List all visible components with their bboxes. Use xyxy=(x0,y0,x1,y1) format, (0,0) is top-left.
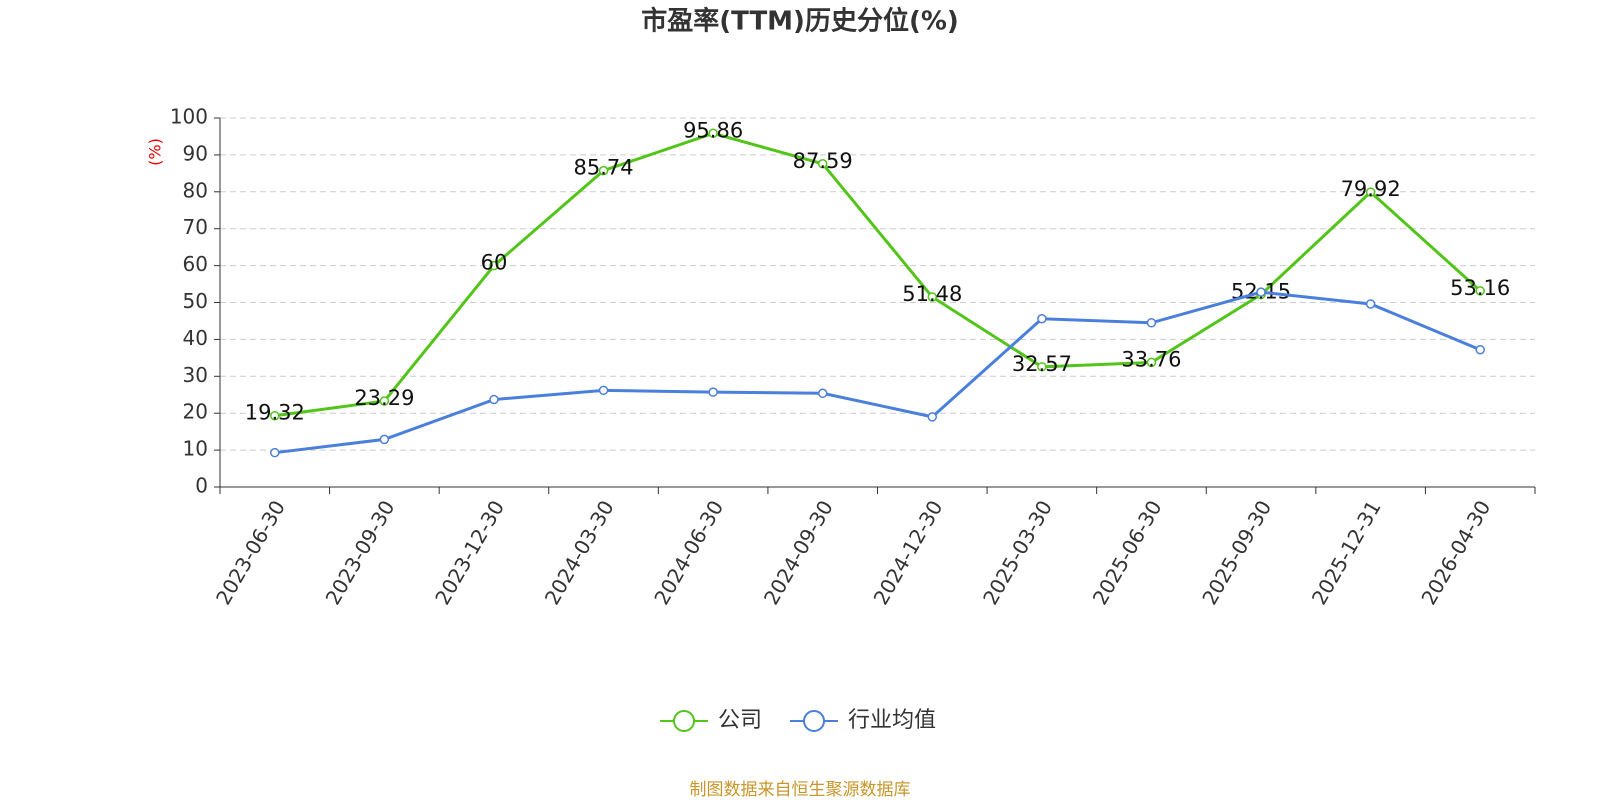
data-point xyxy=(489,260,499,271)
data-point xyxy=(927,292,938,302)
data-point xyxy=(598,385,609,396)
y-tick-label: 100 xyxy=(170,105,208,129)
y-tick-label: 70 xyxy=(183,215,208,239)
y-tick-label: 30 xyxy=(183,363,208,387)
data-point xyxy=(708,128,718,139)
data-point xyxy=(1475,286,1485,296)
x-tick-label: 2025-03-30 xyxy=(978,496,1057,609)
data-label: 23.29 xyxy=(354,386,414,410)
data-label: 32.57 xyxy=(1012,352,1072,376)
data-label: 79.92 xyxy=(1341,177,1401,201)
data-point xyxy=(1146,318,1157,328)
data-point xyxy=(1037,313,1047,324)
y-tick-label: 10 xyxy=(183,437,208,461)
data-point xyxy=(927,412,938,422)
data-point xyxy=(1256,287,1266,297)
data-label: 19.32 xyxy=(245,401,305,425)
y-tick-label: 50 xyxy=(183,289,208,313)
data-point xyxy=(270,447,280,458)
y-tick-label: 20 xyxy=(183,400,208,424)
data-point xyxy=(1475,344,1485,355)
data-point xyxy=(1365,187,1376,197)
legend-label: 行业均值 xyxy=(848,708,936,733)
data-label: 60 xyxy=(481,251,508,275)
y-tick-label: 40 xyxy=(183,326,208,350)
data-label: 33.76 xyxy=(1121,347,1181,371)
x-tick-label: 2025-12-31 xyxy=(1307,496,1386,609)
legend-marker xyxy=(803,710,826,732)
x-tick-label: 2023-12-30 xyxy=(430,496,509,609)
data-point xyxy=(270,410,280,421)
y-tick-label: 0 xyxy=(195,474,208,498)
x-tick-label: 2025-09-30 xyxy=(1197,496,1276,609)
data-point xyxy=(489,394,499,405)
x-tick-label: 2023-06-30 xyxy=(211,496,290,609)
data-label: 53.16 xyxy=(1450,276,1510,300)
x-tick-label: 2024-12-30 xyxy=(868,496,947,609)
data-label: 85.74 xyxy=(573,156,633,180)
legend-label: 公司 xyxy=(718,708,762,733)
x-tick-label: 2024-03-30 xyxy=(540,496,619,609)
data-point xyxy=(598,165,609,176)
y-tick-label: 90 xyxy=(183,141,208,165)
data-point xyxy=(708,387,718,397)
data-point xyxy=(1037,362,1047,372)
data-point xyxy=(1146,357,1157,368)
x-tick-label: 2025-06-30 xyxy=(1088,496,1167,609)
data-label: 87.59 xyxy=(793,149,853,173)
data-label: 51.48 xyxy=(902,282,962,306)
y-axis-label: (%) xyxy=(146,138,165,166)
y-tick-label: 80 xyxy=(183,178,208,202)
data-point xyxy=(817,388,828,399)
x-tick-label: 2024-06-30 xyxy=(649,496,728,609)
data-point xyxy=(1365,299,1376,309)
x-tick-label: 2023-09-30 xyxy=(321,496,400,609)
source-note: 制图数据来自恒生聚源数据库 xyxy=(690,780,911,800)
data-point xyxy=(817,159,828,169)
legend-marker xyxy=(673,710,695,732)
data-label: 95.86 xyxy=(683,118,743,142)
y-tick-label: 60 xyxy=(183,252,208,276)
x-tick-label: 2026-04-30 xyxy=(1416,496,1495,609)
x-tick-label: 2024-09-30 xyxy=(759,496,838,609)
series-line xyxy=(274,290,1481,455)
data-point xyxy=(379,434,390,445)
chart-title: 市盈率(TTM)历史分位(%) xyxy=(641,6,959,37)
series-line xyxy=(274,131,1482,418)
data-point xyxy=(379,396,390,406)
